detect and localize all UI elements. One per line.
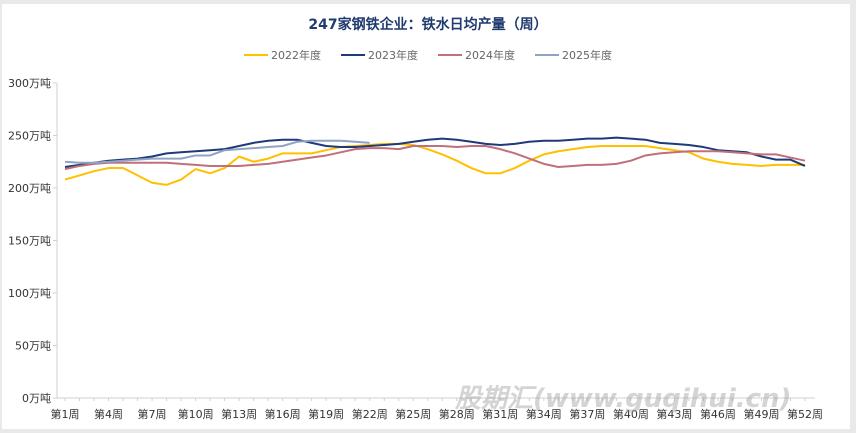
y-tick-label: 200万吨 (8, 182, 51, 195)
legend-item[interactable]: 2022年度 (244, 47, 321, 63)
y-tick-label: 300万吨 (8, 77, 51, 90)
chart-title: 247家钢铁企业：铁水日均产量（周） (308, 17, 548, 33)
watermark: 股期汇(www.guqihui.cn) (455, 384, 792, 414)
x-tick-label: 第16周 (265, 407, 301, 421)
legend-label: 2024年度 (465, 49, 515, 62)
legend-swatch (438, 54, 462, 56)
legend-item[interactable]: 2025年度 (535, 47, 612, 63)
series-line-2025年度 (64, 139, 370, 164)
y-tick-label: 150万吨 (8, 235, 51, 248)
legend-swatch (244, 54, 268, 56)
x-tick-label: 第46周 (700, 407, 736, 421)
legend-label: 2022年度 (271, 49, 321, 62)
x-tick-label: 第25周 (395, 407, 431, 421)
y-tick-label: 100万吨 (8, 287, 51, 300)
x-tick-label: 第43周 (656, 407, 692, 421)
legend-item[interactable]: 2024年度 (438, 47, 515, 63)
x-tick-label: 第10周 (178, 407, 214, 421)
x-tick-label: 第22周 (352, 407, 388, 421)
legend-label: 2023年度 (368, 49, 418, 62)
x-tick-label: 第34周 (526, 407, 562, 421)
series-line-2023年度 (64, 136, 806, 168)
x-tick-label: 第49周 (743, 407, 779, 421)
legend-label: 2025年度 (562, 49, 612, 62)
x-tick-label: 第28周 (439, 407, 475, 421)
legend: 2022年度 2023年度 2024年度 2025年度 (0, 47, 856, 63)
x-tick-label: 第13周 (221, 407, 257, 421)
x-tick-label: 第1周 (51, 407, 80, 421)
x-tick-label: 第40周 (613, 407, 649, 421)
x-tick-label: 第52周 (787, 407, 823, 421)
x-tick-label: 第37周 (569, 407, 605, 421)
x-tick-label: 第7周 (138, 407, 167, 421)
y-tick-label: 50万吨 (15, 340, 51, 353)
x-tick-label: 第31周 (482, 407, 518, 421)
x-tick-label: 第19周 (308, 407, 344, 421)
y-tick-label: 250万吨 (8, 130, 51, 143)
legend-swatch (535, 54, 559, 56)
legend-item[interactable]: 2023年度 (341, 47, 418, 63)
x-tick-label: 第4周 (94, 407, 123, 421)
series-line-2024年度 (64, 145, 806, 171)
legend-swatch (341, 54, 365, 56)
y-tick-label: 0万吨 (22, 392, 51, 405)
chart-card (2, 4, 850, 429)
